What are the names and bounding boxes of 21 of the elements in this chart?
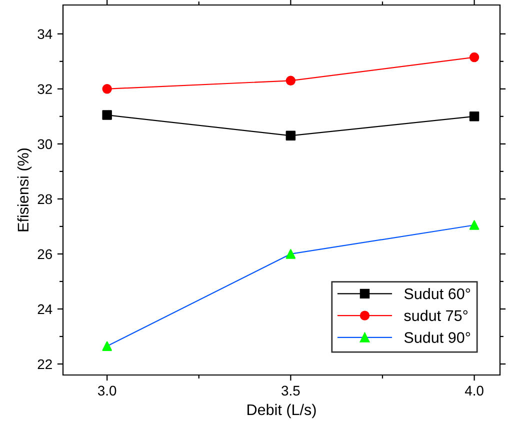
y-tick-label: 34 xyxy=(38,29,52,40)
x-tick-label: 3.0 xyxy=(98,386,116,396)
y-tick-label: 26 xyxy=(38,249,52,260)
point xyxy=(286,249,296,259)
y-tick-label: 30 xyxy=(38,139,52,150)
x-tick-label: 4.0 xyxy=(464,386,484,396)
point xyxy=(286,130,296,141)
y-tick-label: 32 xyxy=(38,84,52,94)
y-tick-label: 24 xyxy=(38,304,52,314)
y-tick-label: 22 xyxy=(38,359,52,370)
legend-label: Sudut 90° xyxy=(404,332,470,343)
point xyxy=(102,341,112,351)
point xyxy=(469,220,480,230)
y-axis-title: Efisiensi (%) xyxy=(17,148,32,232)
legend-label: sudut 75° xyxy=(404,310,468,322)
point xyxy=(469,112,480,122)
x-tick-label: 3.5 xyxy=(282,386,300,396)
y-tick-label: 28 xyxy=(38,194,52,204)
x-axis-title: Debit (L/s) xyxy=(248,404,316,418)
point xyxy=(102,110,112,120)
legend-label: Sudut 60° xyxy=(404,288,470,300)
